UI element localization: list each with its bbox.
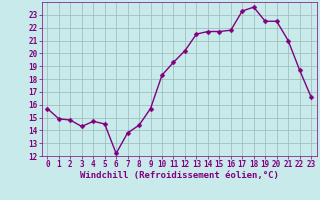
X-axis label: Windchill (Refroidissement éolien,°C): Windchill (Refroidissement éolien,°C) [80, 171, 279, 180]
